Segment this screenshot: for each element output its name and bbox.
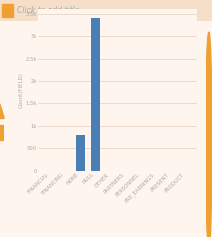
- Bar: [91, 18, 100, 171]
- Bar: [0, 125, 4, 140]
- Circle shape: [206, 32, 212, 237]
- Text: Click to add title: Click to add title: [17, 6, 79, 15]
- Y-axis label: Count(FIELD): Count(FIELD): [19, 72, 24, 108]
- Bar: [2, 4, 13, 17]
- Bar: [75, 135, 85, 171]
